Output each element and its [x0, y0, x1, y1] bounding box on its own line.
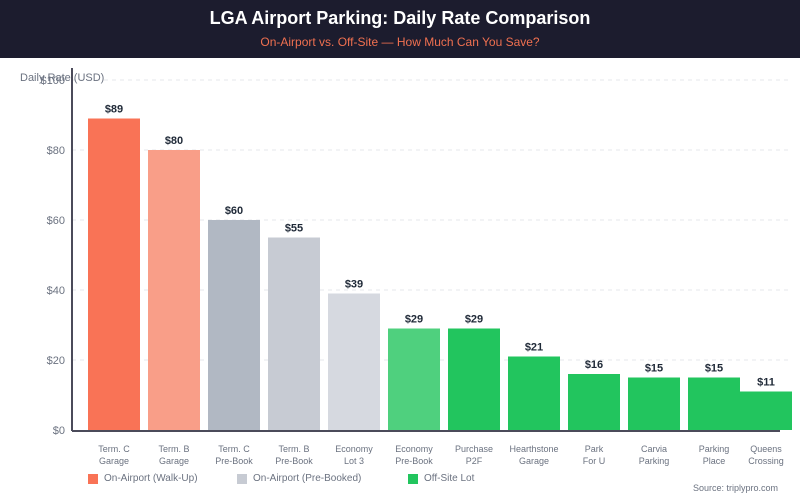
- legend: On-Airport (Walk-Up) On-Airport (Pre-Boo…: [0, 473, 800, 489]
- y-tick-label: $60: [47, 215, 65, 227]
- x-tick-label: Garage: [99, 456, 129, 466]
- chart-header: LGA Airport Parking: Daily Rate Comparis…: [0, 0, 800, 58]
- legend-label-walkup: On-Airport (Walk-Up): [104, 473, 198, 484]
- y-tick-label: $100: [41, 75, 65, 87]
- x-tick-label: Queens: [750, 444, 782, 454]
- bar-0: [88, 118, 140, 430]
- x-tick-label: Pre-Book: [275, 456, 313, 466]
- x-tick-label: For U: [583, 456, 606, 466]
- legend-item-prebooked: On-Airport (Pre-Booked): [237, 473, 361, 484]
- legend-item-offsite: Off-Site Lot: [408, 473, 474, 484]
- bar-7: [508, 356, 560, 430]
- bar-2: [208, 220, 260, 430]
- legend-label-offsite: Off-Site Lot: [424, 473, 475, 484]
- y-tick-label: $20: [47, 355, 65, 367]
- legend-swatch-walkup: [88, 473, 98, 484]
- x-tick-label: Economy: [395, 444, 433, 454]
- data-label: $29: [465, 314, 483, 326]
- x-tick-label: Garage: [159, 456, 189, 466]
- x-tick-label: Term. C: [98, 444, 130, 454]
- x-tick-label: Pre-Book: [215, 456, 253, 466]
- x-tick-label: Pre-Book: [395, 456, 433, 466]
- bar-1: [148, 150, 200, 430]
- bar-6: [448, 328, 500, 430]
- chart-subtitle: On-Airport vs. Off-Site — How Much Can Y…: [260, 35, 540, 49]
- legend-label-prebooked: On-Airport (Pre-Booked): [253, 473, 362, 484]
- x-tick-label: Garage: [519, 456, 549, 466]
- y-tick-label: $40: [47, 285, 65, 297]
- data-label: $60: [225, 205, 243, 217]
- x-tick-label: Parking: [639, 456, 670, 466]
- x-tick-label: Crossing: [748, 456, 784, 466]
- data-label: $15: [645, 363, 663, 375]
- x-tick-label: Lot 3: [344, 456, 364, 466]
- y-axis-label: Daily Rate (USD): [20, 72, 104, 84]
- x-tick-label: Purchase: [455, 444, 493, 454]
- data-label: $16: [585, 359, 603, 371]
- x-tick-label: Park: [585, 444, 604, 454]
- data-label: $11: [757, 377, 775, 389]
- bar-8: [568, 374, 620, 430]
- legend-swatch-offsite: [408, 473, 418, 484]
- x-tick-label: Term. B: [158, 444, 189, 454]
- x-tick-label: Term. C: [218, 444, 250, 454]
- bar-4: [328, 293, 380, 430]
- data-label: $21: [525, 342, 543, 354]
- bar-11: [740, 391, 792, 430]
- x-tick-label: Economy: [335, 444, 373, 454]
- data-label: $39: [345, 279, 363, 291]
- data-label: $15: [705, 363, 723, 375]
- source-credit: Source: triplypro.com: [692, 483, 778, 493]
- x-tick-label: Carvia: [641, 444, 667, 454]
- bar-10: [688, 377, 740, 430]
- x-tick-label: Place: [703, 456, 726, 466]
- data-label: $89: [105, 104, 123, 116]
- data-label: $55: [285, 223, 303, 235]
- y-tick-label: $80: [47, 145, 65, 157]
- x-tick-label: P2F: [466, 456, 483, 466]
- y-tick-label: $0: [53, 425, 65, 437]
- bar-3: [268, 237, 320, 430]
- x-tick-label: Hearthstone: [509, 444, 558, 454]
- chart-title: LGA Airport Parking: Daily Rate Comparis…: [209, 8, 591, 28]
- bar-9: [628, 377, 680, 430]
- data-label: $29: [405, 314, 423, 326]
- x-tick-label: Parking: [699, 444, 730, 454]
- legend-swatch-prebooked: [237, 473, 247, 484]
- legend-item-walkup: On-Airport (Walk-Up): [88, 473, 198, 484]
- x-tick-label: Term. B: [278, 444, 309, 454]
- data-label: $80: [165, 135, 183, 147]
- bar-5: [388, 328, 440, 430]
